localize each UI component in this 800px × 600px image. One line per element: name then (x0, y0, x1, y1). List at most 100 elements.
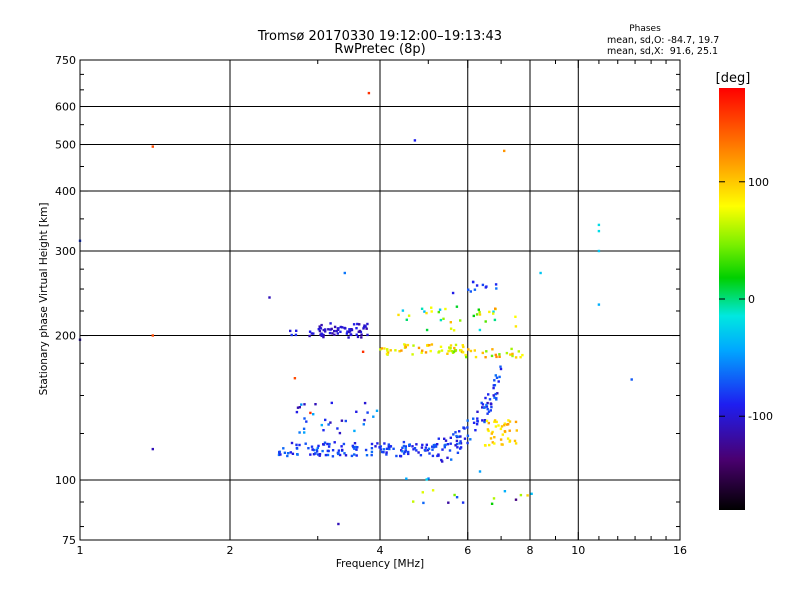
data-point (382, 448, 386, 451)
data-point (430, 343, 434, 346)
data-point (491, 348, 494, 351)
data-point (440, 458, 443, 462)
data-point (337, 327, 340, 330)
data-point (514, 325, 518, 328)
data-point (424, 446, 428, 449)
data-point (385, 352, 389, 355)
data-point (511, 352, 514, 356)
data-point (295, 446, 299, 450)
data-point (353, 447, 356, 450)
data-point (360, 333, 363, 336)
data-point (453, 346, 456, 350)
data-point (597, 249, 601, 253)
data-point (331, 455, 335, 458)
data-point (487, 429, 490, 433)
data-point (423, 448, 427, 452)
data-point (363, 324, 366, 327)
data-point (335, 329, 338, 333)
data-point (395, 454, 398, 458)
data-point (455, 305, 459, 308)
data-point (376, 442, 379, 445)
data-point (465, 355, 468, 359)
data-point (362, 327, 365, 330)
data-point (476, 420, 479, 423)
data-point (362, 325, 366, 329)
data-point (413, 447, 417, 450)
data-point (463, 437, 467, 440)
data-point (343, 326, 346, 330)
data-point (487, 410, 491, 413)
data-point (322, 443, 325, 446)
data-point (389, 349, 392, 352)
data-point (440, 349, 444, 352)
data-point (460, 349, 463, 352)
data-point (484, 396, 487, 400)
data-point (427, 477, 430, 480)
data-point (441, 460, 444, 463)
data-point (493, 419, 497, 422)
data-point (494, 353, 497, 357)
data-point (488, 398, 492, 401)
data-point (321, 449, 324, 453)
data-point (424, 351, 428, 354)
data-point (286, 454, 289, 458)
y-tick-label: 75 (62, 534, 76, 547)
data-point (350, 328, 354, 332)
data-point (481, 406, 484, 409)
data-point (333, 329, 336, 333)
data-point (326, 442, 329, 446)
data-point (515, 429, 518, 432)
data-point (453, 493, 456, 497)
data-point (485, 405, 489, 408)
data-point (438, 308, 442, 311)
data-point (343, 452, 346, 455)
data-point (309, 453, 312, 456)
data-point (455, 442, 459, 446)
data-point (310, 445, 314, 448)
data-point (436, 454, 439, 458)
data-point (444, 443, 447, 447)
data-point (505, 351, 509, 355)
data-point (466, 419, 469, 422)
data-point (492, 386, 495, 390)
data-point (388, 447, 391, 451)
data-point (499, 365, 502, 368)
data-point (427, 447, 431, 450)
data-point (492, 394, 495, 397)
x-axis-label: Frequency [MHz] (336, 558, 424, 570)
data-point (449, 347, 452, 350)
data-point (343, 271, 346, 275)
data-point (322, 335, 325, 339)
data-point (358, 323, 361, 326)
data-point (336, 427, 339, 430)
data-point (308, 330, 312, 333)
title-line-2: RwPretec (8p) (334, 42, 425, 57)
data-point (495, 355, 498, 359)
data-point (459, 447, 462, 450)
data-point (506, 423, 509, 426)
data-point (526, 494, 529, 497)
data-point (333, 325, 337, 329)
data-point (386, 349, 389, 352)
data-point (333, 333, 336, 336)
data-point (379, 448, 383, 451)
data-point (483, 420, 486, 424)
data-point (355, 454, 358, 457)
data-point (497, 424, 500, 427)
y-tick-label: 500 (55, 139, 76, 152)
data-point (326, 453, 330, 457)
data-point (386, 348, 389, 351)
data-point (356, 322, 359, 326)
data-point (431, 445, 434, 448)
data-point (318, 329, 322, 333)
data-point (315, 448, 318, 452)
data-point (490, 405, 493, 409)
data-point (498, 355, 501, 358)
data-point (476, 417, 479, 420)
data-point (397, 313, 400, 317)
data-point (316, 446, 319, 450)
data-point (310, 332, 313, 335)
data-point (330, 401, 333, 405)
data-point (385, 451, 388, 454)
data-point (298, 443, 301, 447)
